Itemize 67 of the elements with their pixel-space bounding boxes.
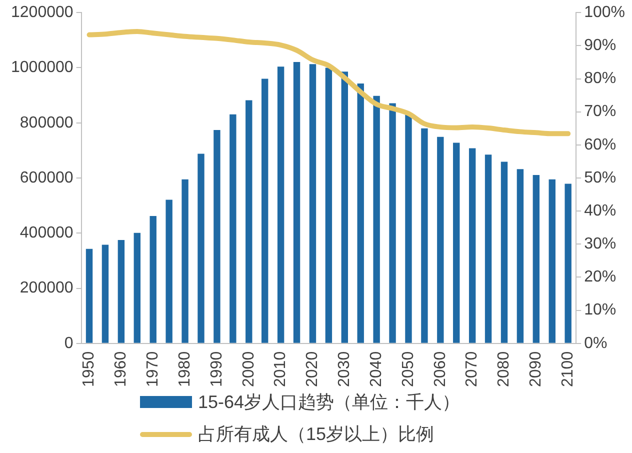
- x-tick-label: 2080: [496, 351, 513, 387]
- y2-tick-label: 40%: [584, 202, 616, 220]
- bar: [309, 64, 316, 343]
- bar: [214, 130, 220, 343]
- y-tick-label: 800000: [20, 114, 74, 132]
- bar: [532, 174, 540, 343]
- legend-label: 15-64岁人口趋势（单位：千人）: [198, 391, 460, 414]
- bar: [182, 179, 188, 343]
- bar: [150, 216, 156, 343]
- x-tick-label: 2010: [272, 351, 290, 387]
- y2-tick-label: 20%: [584, 268, 616, 286]
- y-tick-label: 200000: [20, 280, 74, 297]
- x-tick-label: 2070: [464, 351, 481, 387]
- y-tick-label: 400000: [20, 224, 74, 242]
- bar: [421, 128, 428, 343]
- y2-tick-label: 30%: [584, 236, 616, 253]
- x-tick-label: 2030: [336, 351, 354, 387]
- y2-tick-label: 80%: [584, 70, 616, 88]
- bar: [134, 232, 141, 343]
- y-tick-label: 0: [64, 334, 74, 352]
- bar: [293, 62, 300, 343]
- bar: [198, 154, 204, 343]
- x-tick-label: 1970: [144, 351, 162, 387]
- x-tick-label: 2040: [368, 351, 385, 387]
- bar: [484, 154, 492, 343]
- bar: [86, 248, 93, 343]
- legend-label: 占所有成人（15岁以上）比例: [198, 423, 434, 446]
- bar: [325, 68, 332, 343]
- x-tick-label: 2100: [560, 351, 577, 387]
- x-tick-label: 2000: [240, 351, 258, 387]
- bar: [516, 169, 524, 343]
- x-tick-label: 2060: [432, 351, 449, 387]
- bar: [102, 244, 109, 343]
- y2-tick-label: 50%: [584, 169, 616, 186]
- bar: [261, 78, 268, 343]
- y2-tick-label: 10%: [584, 302, 616, 319]
- bar: [548, 179, 556, 343]
- y2-tick-label: 90%: [584, 37, 616, 54]
- bar: [453, 142, 460, 343]
- y2-tick-label: 70%: [584, 103, 616, 120]
- bar: [500, 162, 508, 343]
- bar: [389, 103, 396, 343]
- bar: [373, 96, 380, 343]
- bar: [230, 114, 236, 343]
- bar: [166, 200, 172, 343]
- x-tick-label: 1950: [80, 351, 98, 387]
- y2-tick-label: 0%: [584, 334, 608, 352]
- y-tick-label: 1200000: [10, 4, 74, 22]
- bar: [468, 148, 476, 343]
- bar: [118, 240, 125, 343]
- y2-tick-label: 100%: [584, 4, 625, 22]
- y2-tick-label: 60%: [584, 136, 616, 154]
- x-tick-label: 2050: [400, 351, 417, 387]
- bar: [405, 114, 412, 343]
- bar: [357, 83, 364, 343]
- bar: [341, 72, 348, 343]
- bar: [246, 100, 252, 343]
- x-tick-label: 1990: [208, 351, 226, 387]
- x-tick-label: 1980: [176, 351, 194, 387]
- bar: [277, 66, 284, 343]
- x-tick-label: 2090: [528, 351, 545, 387]
- x-tick-label: 1960: [112, 351, 130, 387]
- x-tick-label: 2020: [304, 351, 322, 387]
- y-tick-label: 1000000: [10, 59, 74, 76]
- bar: [437, 136, 444, 343]
- y-tick-label: 600000: [20, 169, 74, 186]
- bar: [564, 184, 572, 343]
